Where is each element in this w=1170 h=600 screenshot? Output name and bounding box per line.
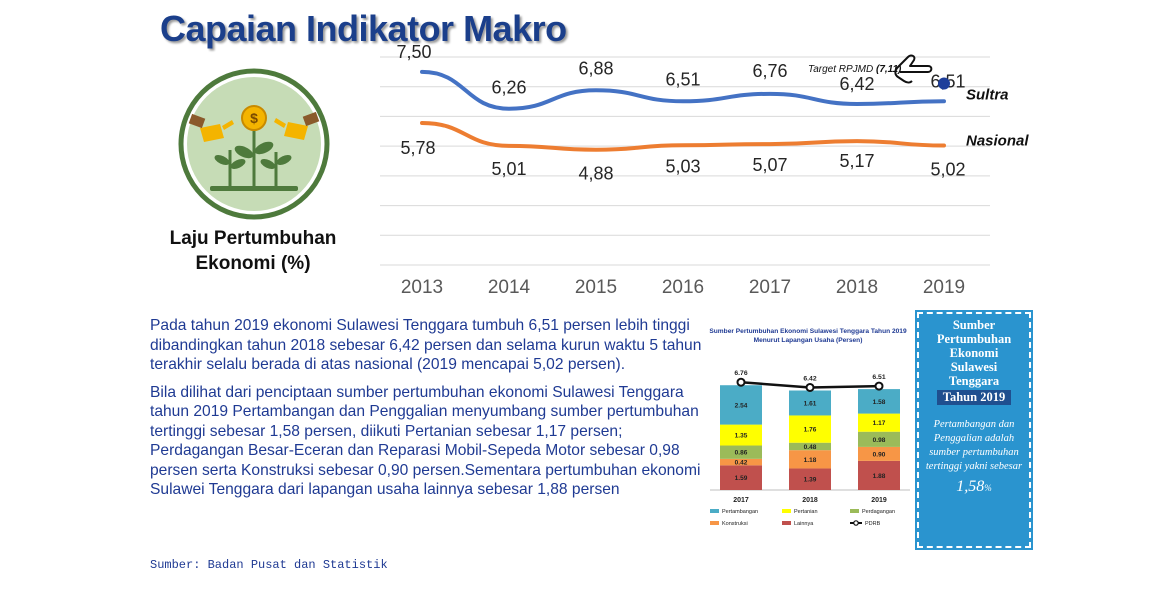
x-tick-label: 2016 xyxy=(662,277,704,298)
svg-text:$: $ xyxy=(250,110,258,126)
legend-label: Konstruksi xyxy=(722,521,748,527)
pdrb-point xyxy=(736,377,746,387)
data-label: 5,78 xyxy=(400,138,435,158)
data-label: 6,26 xyxy=(491,78,526,98)
segment-label: 1.61 xyxy=(804,400,817,407)
subtitle-line-1: Laju Pertumbuhan xyxy=(169,228,337,249)
pdrb-label: 6.76 xyxy=(734,370,747,377)
legend-swatch xyxy=(710,509,719,513)
segment-label: 1.35 xyxy=(735,433,748,440)
bar-segment-lainnya xyxy=(858,460,900,490)
panel-value: 1,58% xyxy=(919,478,1029,496)
segment-label: 0.90 xyxy=(873,451,886,458)
growth-coin-plant-icon: $ xyxy=(178,68,330,220)
bar-segment-pertanian xyxy=(858,413,900,432)
segment-label: 0.48 xyxy=(804,444,817,451)
bar-segment-konstruksi xyxy=(789,450,831,469)
segment-label: 2.54 xyxy=(735,402,748,409)
x-tick-label: 2019 xyxy=(923,277,965,298)
bar-segment-lainnya xyxy=(720,465,762,490)
legend-label: PDRB xyxy=(865,521,881,527)
bar-segment-konstruksi xyxy=(858,446,900,461)
description-text: Pada tahun 2019 ekonomi Sulawesi Tenggar… xyxy=(150,316,710,508)
mini-x-tick-label: 2019 xyxy=(871,497,887,504)
panel-description: Pertambangan dan Penggalian adalah sumbe… xyxy=(925,419,1023,472)
panel-title: Sumber Pertumbuhan Ekonomi Sulawesi Teng… xyxy=(936,318,1012,388)
legend-label: Perdagangan xyxy=(862,509,895,515)
series-name-sultra: Sultra xyxy=(966,86,1009,103)
bar-segment-perdagangan xyxy=(720,445,762,459)
panel-value-unit: % xyxy=(984,483,992,493)
series-line-nasional xyxy=(420,120,946,152)
bar-segment-perdagangan xyxy=(789,442,831,451)
target-label: Target RPJMD (7,11) xyxy=(808,64,902,75)
bar-segment-pertanian xyxy=(720,424,762,446)
paragraph-1: Pada tahun 2019 ekonomi Sulawesi Tenggar… xyxy=(150,317,702,373)
segment-label: 1.59 xyxy=(735,475,748,482)
legend-swatch xyxy=(782,521,791,525)
mini-chart-subtitle: Menurut Lapangan Usaha (Persen) xyxy=(754,337,863,344)
legend-label: Pertambangan xyxy=(722,509,758,515)
subtitle-line-2: Ekonomi (%) xyxy=(195,253,311,274)
segment-label: 0.42 xyxy=(735,460,748,467)
pdrb-label: 6.51 xyxy=(872,374,885,381)
segment-label: 1.58 xyxy=(873,399,886,406)
legend-label: Pertanian xyxy=(794,509,818,515)
data-label: 5,07 xyxy=(752,155,787,175)
pdrb-label: 6.42 xyxy=(803,375,816,382)
legend-swatch xyxy=(850,509,859,513)
bar-segment-konstruksi xyxy=(720,458,762,466)
data-label: 6,76 xyxy=(752,61,787,81)
legend-swatch xyxy=(782,509,791,513)
data-label: 4,88 xyxy=(578,164,613,184)
data-label: 5,02 xyxy=(930,160,965,180)
pdrb-point xyxy=(874,381,884,391)
segment-label: 1.17 xyxy=(873,420,886,427)
data-label: 5,01 xyxy=(491,159,526,179)
legend-label: Lainnya xyxy=(794,521,814,527)
segment-label: 0.98 xyxy=(873,437,886,444)
bar-segment-pertambangan xyxy=(720,385,762,425)
pdrb-point xyxy=(805,382,815,392)
mini-x-tick-label: 2018 xyxy=(802,497,818,504)
series-line-sultra xyxy=(420,69,946,111)
x-tick-label: 2017 xyxy=(749,277,791,298)
segment-label: 0.86 xyxy=(735,450,748,457)
bar-segment-perdagangan xyxy=(858,431,900,447)
summary-panel: Sumber Pertumbuhan Ekonomi Sulawesi Teng… xyxy=(915,310,1033,550)
series-name-nasional: Nasional xyxy=(966,133,1029,150)
segment-label: 1.18 xyxy=(804,457,817,464)
page-title: Capaian Indikator Makro xyxy=(160,8,567,49)
pointing-hand-icon xyxy=(894,54,933,84)
chart-subtitle: Laju Pertumbuhan Ekonomi (%) xyxy=(148,226,358,276)
data-label: 6,51 xyxy=(665,69,700,89)
segment-label: 1.39 xyxy=(804,477,817,484)
growth-line-chart: 2013 2014 2015 2016 2017 2018 2019 7,50 6,26 6,88… xyxy=(380,42,1029,298)
x-tick-label: 2018 xyxy=(836,277,878,298)
target-marker xyxy=(938,77,950,90)
data-label: 6,88 xyxy=(578,58,613,78)
x-tick-label: 2014 xyxy=(488,277,531,298)
legend-swatch xyxy=(710,521,719,525)
segment-label: 1.76 xyxy=(804,427,817,434)
panel-year: Tahun 2019 xyxy=(936,390,1012,405)
data-label: 5,03 xyxy=(665,156,700,176)
data-label: 5,17 xyxy=(839,151,874,171)
panel-value-number: 1,58 xyxy=(956,478,985,495)
bar-segment-pertambangan xyxy=(858,389,900,414)
segment-label: 1.88 xyxy=(873,473,886,480)
mini-x-tick-label: 2017 xyxy=(733,497,749,504)
legend-line-marker xyxy=(853,520,859,526)
data-label: 6,42 xyxy=(839,74,874,94)
source-note: Sumber: Badan Pusat dan Statistik xyxy=(150,558,388,572)
bar-segment-lainnya xyxy=(789,468,831,490)
data-label: 7,50 xyxy=(396,42,431,62)
paragraph-2: Bila dilihat dari penciptaan sumber pert… xyxy=(150,383,701,499)
mini-chart-title: Sumber Pertumbuhan Ekonomi Sulawesi Teng… xyxy=(709,328,907,335)
growth-source-bar-chart: Sumber Pertumbuhan Ekonomi Sulawesi Teng… xyxy=(704,312,914,550)
x-tick-label: 2015 xyxy=(575,277,617,298)
x-tick-label: 2013 xyxy=(401,277,443,298)
bar-segment-pertanian xyxy=(789,415,831,443)
bar-segment-pertambangan xyxy=(789,390,831,416)
